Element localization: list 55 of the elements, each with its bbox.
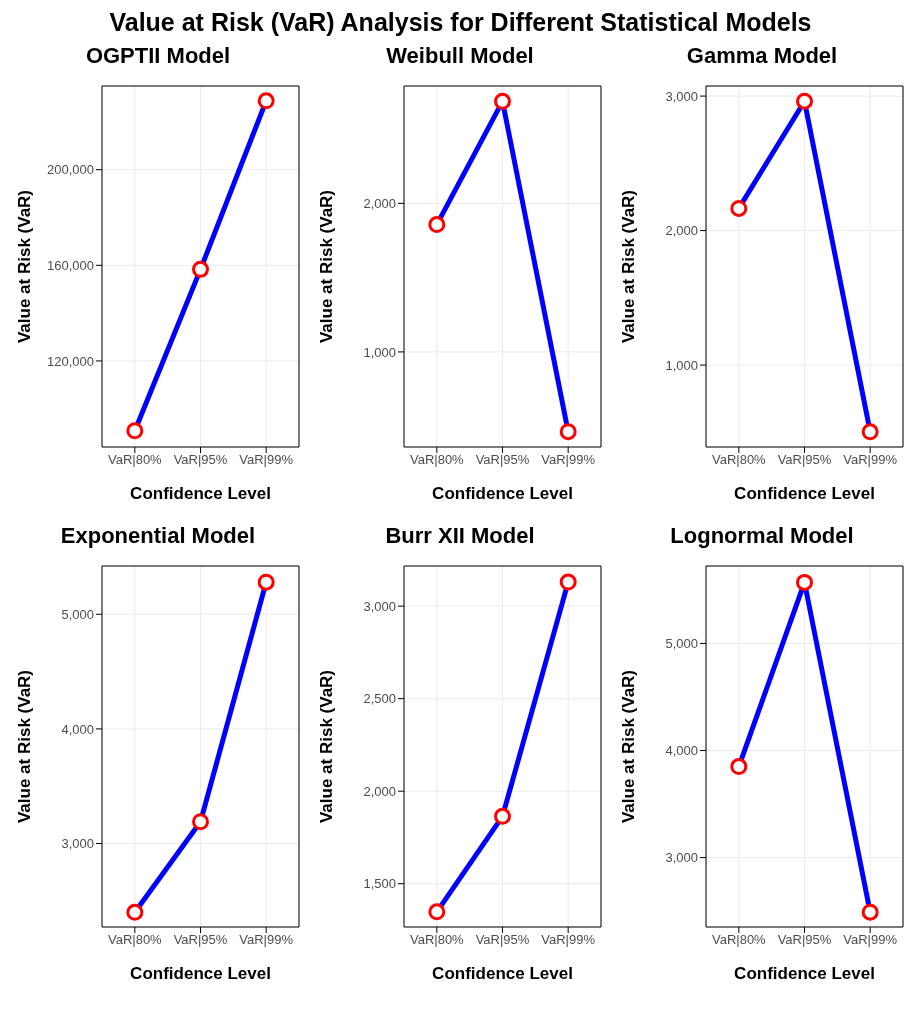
text: Value at Risk (VaR) Analysis for Different Statistical Models [108,8,813,37]
x-axis-title: Confidence Level [130,484,271,503]
x-axis-title: Confidence Level [432,964,573,983]
x-axis-title: Confidence Level [130,964,271,983]
y-tick-label: 4,000 [61,721,94,737]
y-tick-label: 3,000 [665,850,698,866]
x-tick-label: VaR|95% [475,452,530,468]
x-tick-label: VaR|80% [711,452,767,468]
y-axis-title: Value at Risk (VaR) [619,189,639,344]
y-tick-label: 4,000 [665,743,698,759]
y-tick-label: 200,000 [47,162,94,178]
chart-title: OGPTII Model [84,43,232,70]
y-tick-label: 2,000 [363,783,396,799]
y-tick-label: 5,000 [665,636,698,652]
x-tick-label: VaR|99% [843,452,898,468]
x-tick-label: VaR|95% [777,452,832,468]
y-tick-label: 2,000 [363,195,396,211]
x-axis-title: Confidence Level [734,964,875,983]
x-tick-label: VaR|95% [173,932,228,948]
y-axis-title: Value at Risk (VaR) [15,669,35,824]
x-tick-label: VaR|99% [239,452,294,468]
y-tick-label: 5,000 [61,606,94,622]
chart-title: Burr XII Model [384,523,536,550]
x-tick-label: VaR|99% [843,932,898,948]
y-tick-label: 1,500 [363,876,396,892]
x-tick-label: VaR|80% [409,452,465,468]
y-axis-title: Value at Risk (VaR) [619,669,639,824]
y-tick-label: 1,000 [665,357,698,373]
y-tick-label: 1,000 [363,344,396,360]
x-tick-label: VaR|99% [541,932,596,948]
y-axis-title: Value at Risk (VaR) [317,669,337,824]
chart-title: Lognormal Model [669,523,855,550]
chart-title: Gamma Model [685,43,839,70]
y-tick-label: 3,000 [665,88,698,104]
y-tick-label: 2,500 [363,691,396,707]
chart-title: Exponential Model [59,523,257,550]
x-axis-title: Confidence Level [432,484,573,503]
chart-title: Weibull Model [385,43,535,70]
x-tick-label: VaR|99% [541,452,596,468]
x-tick-label: VaR|95% [475,932,530,948]
x-tick-label: VaR|95% [173,452,228,468]
y-tick-label: 3,000 [61,836,94,852]
y-tick-label: 120,000 [47,353,94,369]
y-tick-label: 160,000 [47,257,94,273]
x-tick-label: VaR|80% [107,932,163,948]
x-tick-label: VaR|99% [239,932,294,948]
y-axis-title: Value at Risk (VaR) [317,189,337,344]
y-tick-label: 3,000 [363,598,396,614]
x-tick-label: VaR|80% [711,932,767,948]
x-tick-label: VaR|95% [777,932,832,948]
y-axis-title: Value at Risk (VaR) [15,189,35,344]
x-tick-label: VaR|80% [107,452,163,468]
x-tick-label: VaR|80% [409,932,465,948]
x-axis-title: Confidence Level [734,484,875,503]
y-tick-label: 2,000 [665,223,698,239]
